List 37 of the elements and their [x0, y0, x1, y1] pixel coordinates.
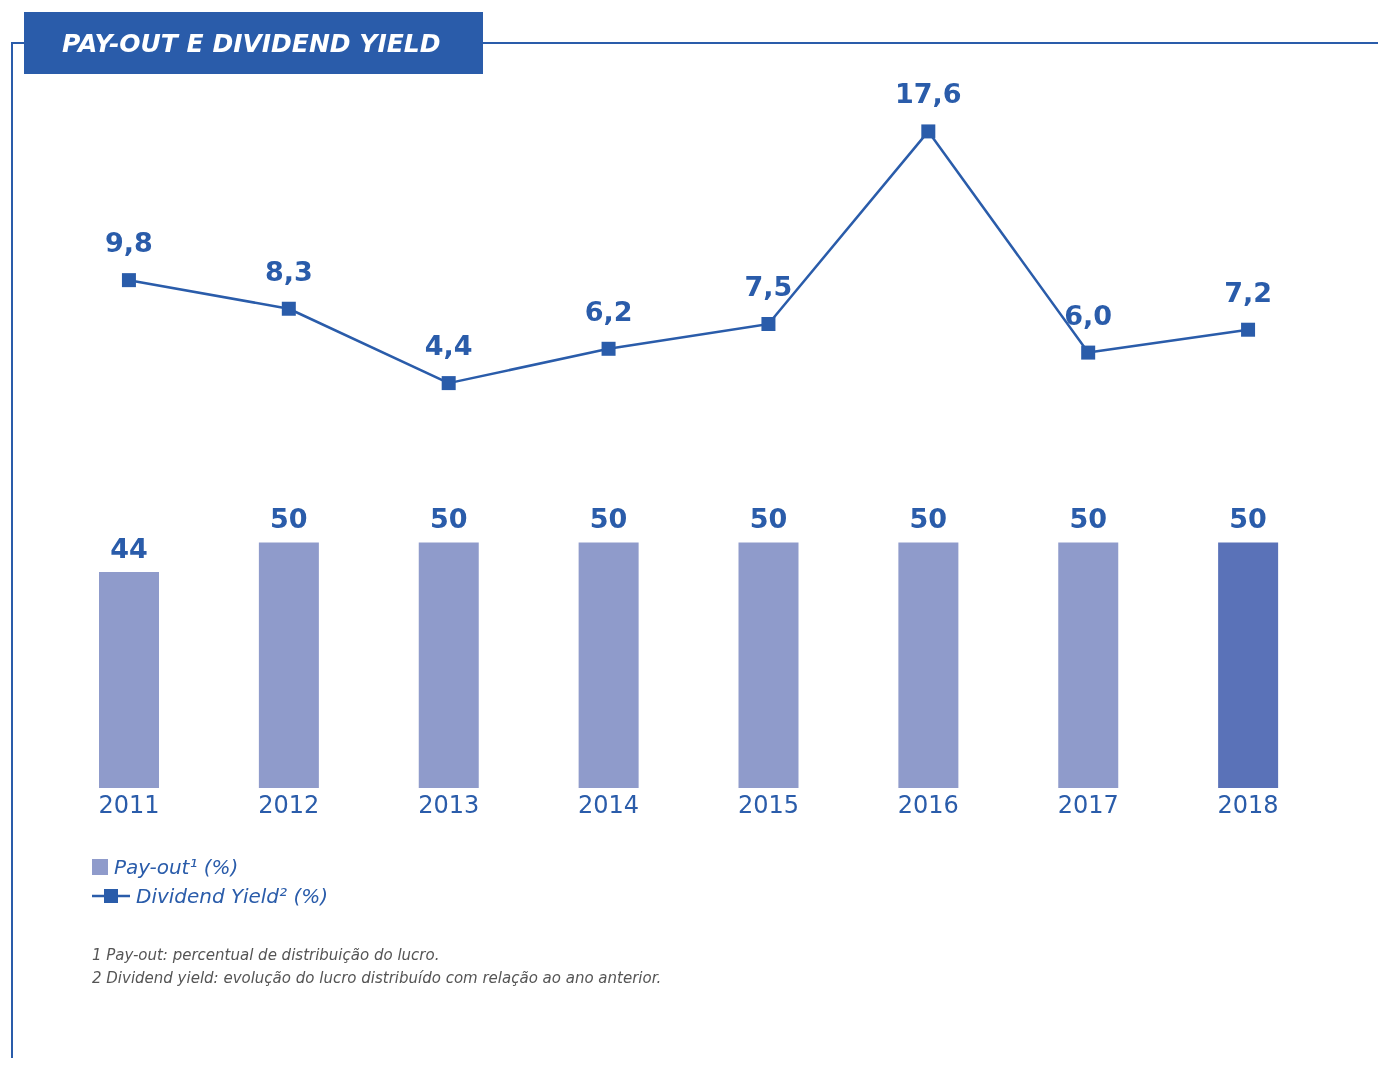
- data-label: 4,4: [424, 330, 473, 362]
- x-tick-label: 2015: [737, 791, 799, 820]
- point: [281, 301, 296, 316]
- data-label: 6,2: [584, 295, 633, 327]
- legend-label: Dividend Yield² (%): [136, 883, 329, 908]
- data-label: 50: [1229, 503, 1267, 535]
- text: 1 Pay-out: percentual de distribuição do lucro.: [92, 946, 441, 966]
- x-tick-label: 2014: [578, 791, 640, 820]
- text: 2 Dividend yield: evolução do lucro distribuído com relação ao ano anterior.: [92, 969, 663, 989]
- point: [441, 376, 456, 391]
- chart-title: PAY-OUT E DIVIDEND YIELD: [24, 12, 483, 74]
- data-label: 50: [589, 503, 628, 535]
- x-tick-label: 2013: [418, 791, 480, 820]
- legend-label: Pay-out¹ (%): [114, 854, 239, 879]
- x-tick-label: 2016: [897, 791, 959, 820]
- x-tick-label: 2017: [1057, 791, 1119, 820]
- data-label: 50: [749, 503, 788, 535]
- point: [921, 124, 936, 139]
- data-label: 50: [429, 503, 468, 535]
- point: [601, 341, 616, 356]
- data-label: 50: [1069, 503, 1108, 535]
- point: [761, 317, 776, 331]
- data-label: 50: [270, 503, 308, 535]
- data-label: 6,0: [1064, 299, 1113, 331]
- data-label: 44: [110, 532, 148, 564]
- data-label: 50: [909, 503, 948, 535]
- data-label: 7,2: [1224, 276, 1272, 308]
- x-tick-label: 2011: [98, 791, 160, 820]
- point: [1241, 322, 1256, 337]
- data-label: 17,6: [895, 78, 962, 110]
- data-label: 9,8: [105, 227, 153, 259]
- data-label: 7,5: [744, 271, 793, 302]
- data-label: 8,3: [264, 255, 313, 287]
- point: [1081, 345, 1096, 360]
- x-tick-label: 2012: [258, 791, 320, 820]
- point: [121, 273, 136, 288]
- x-tick-label: 2018: [1217, 791, 1279, 820]
